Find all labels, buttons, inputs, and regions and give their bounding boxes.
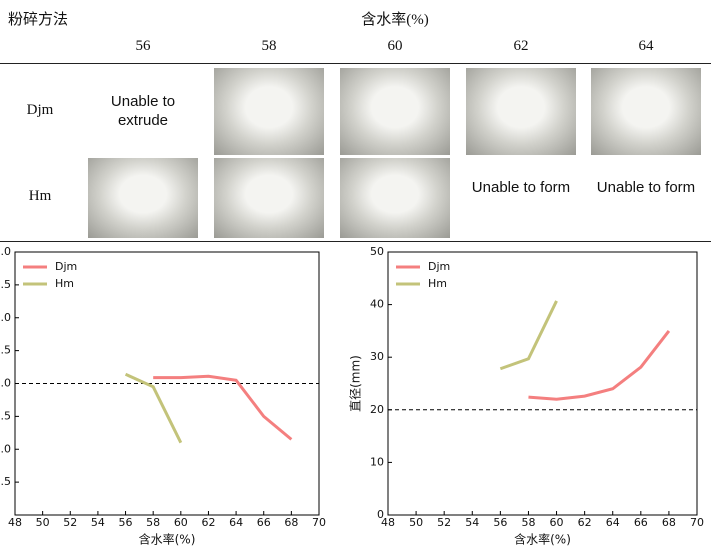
x-tick-label: 64 <box>606 516 620 529</box>
sample-photo <box>214 68 324 155</box>
sample-photo <box>466 68 576 155</box>
x-axis-label: 含水率(%) <box>139 532 196 547</box>
x-tick-label: 54 <box>465 516 479 529</box>
y-tick-label: 30 <box>370 350 384 363</box>
y-tick-label: .0 <box>1 442 12 455</box>
row-label: Hm <box>15 188 65 205</box>
x-tick-label: 68 <box>662 516 676 529</box>
y-tick-label: .0 <box>1 377 12 390</box>
x-tick-label: 58 <box>146 516 160 529</box>
data-line <box>126 374 181 442</box>
column-header: 62 <box>481 38 561 55</box>
column-header: 60 <box>355 38 435 55</box>
y-tick-label: .5 <box>1 278 12 291</box>
x-tick-label: 62 <box>578 516 592 529</box>
figure: 粉碎方法 含水率(%) 485052545658606264666870.5.0… <box>0 0 711 548</box>
data-line <box>528 331 668 399</box>
legend-label: Djm <box>428 260 450 273</box>
x-tick-label: 50 <box>409 516 423 529</box>
y-tick-label: 0 <box>377 508 384 521</box>
x-tick-label: 66 <box>257 516 271 529</box>
plot-frame <box>388 252 697 515</box>
y-tick-label: .5 <box>1 409 12 422</box>
legend-label: Djm <box>55 260 77 273</box>
y-tick-label: 20 <box>370 403 384 416</box>
x-tick-label: 56 <box>493 516 507 529</box>
x-tick-label: 60 <box>174 516 188 529</box>
x-tick-label: 68 <box>284 516 298 529</box>
x-tick-label: 66 <box>634 516 648 529</box>
x-tick-label: 62 <box>201 516 215 529</box>
sample-photo <box>340 68 450 155</box>
y-tick-label: .5 <box>1 475 12 488</box>
x-tick-label: 52 <box>63 516 77 529</box>
y-tick-label: 50 <box>370 245 384 258</box>
cell-text: Unable to form <box>596 178 696 197</box>
column-header: 56 <box>103 38 183 55</box>
y-tick-label: .0 <box>1 311 12 324</box>
x-tick-label: 50 <box>36 516 50 529</box>
sample-photo <box>340 158 450 238</box>
x-tick-label: 64 <box>229 516 243 529</box>
x-tick-label: 70 <box>312 516 326 529</box>
x-tick-label: 54 <box>91 516 105 529</box>
legend-label: Hm <box>55 277 74 290</box>
x-tick-label: 56 <box>119 516 133 529</box>
y-axis-label: 直径(mm) <box>349 355 363 412</box>
x-tick-label: 52 <box>437 516 451 529</box>
y-tick-label: .0 <box>1 245 12 258</box>
x-tick-label: 48 <box>8 516 22 529</box>
column-header: 58 <box>229 38 309 55</box>
legend-label: Hm <box>428 277 447 290</box>
y-tick-label: 10 <box>370 455 384 468</box>
column-header: 64 <box>606 38 686 55</box>
x-tick-label: 70 <box>690 516 704 529</box>
y-tick-label: 40 <box>370 298 384 311</box>
row-label: Djm <box>15 102 65 119</box>
cell-text: Unable to extrude <box>93 92 193 130</box>
sample-photo <box>88 158 198 238</box>
sample-photo <box>591 68 701 155</box>
cell-text: Unable to form <box>471 178 571 197</box>
sample-photo <box>214 158 324 238</box>
data-line <box>500 301 556 369</box>
y-tick-label: .5 <box>1 344 12 357</box>
x-tick-label: 60 <box>550 516 564 529</box>
x-tick-label: 58 <box>521 516 535 529</box>
x-axis-label: 含水率(%) <box>514 532 571 547</box>
